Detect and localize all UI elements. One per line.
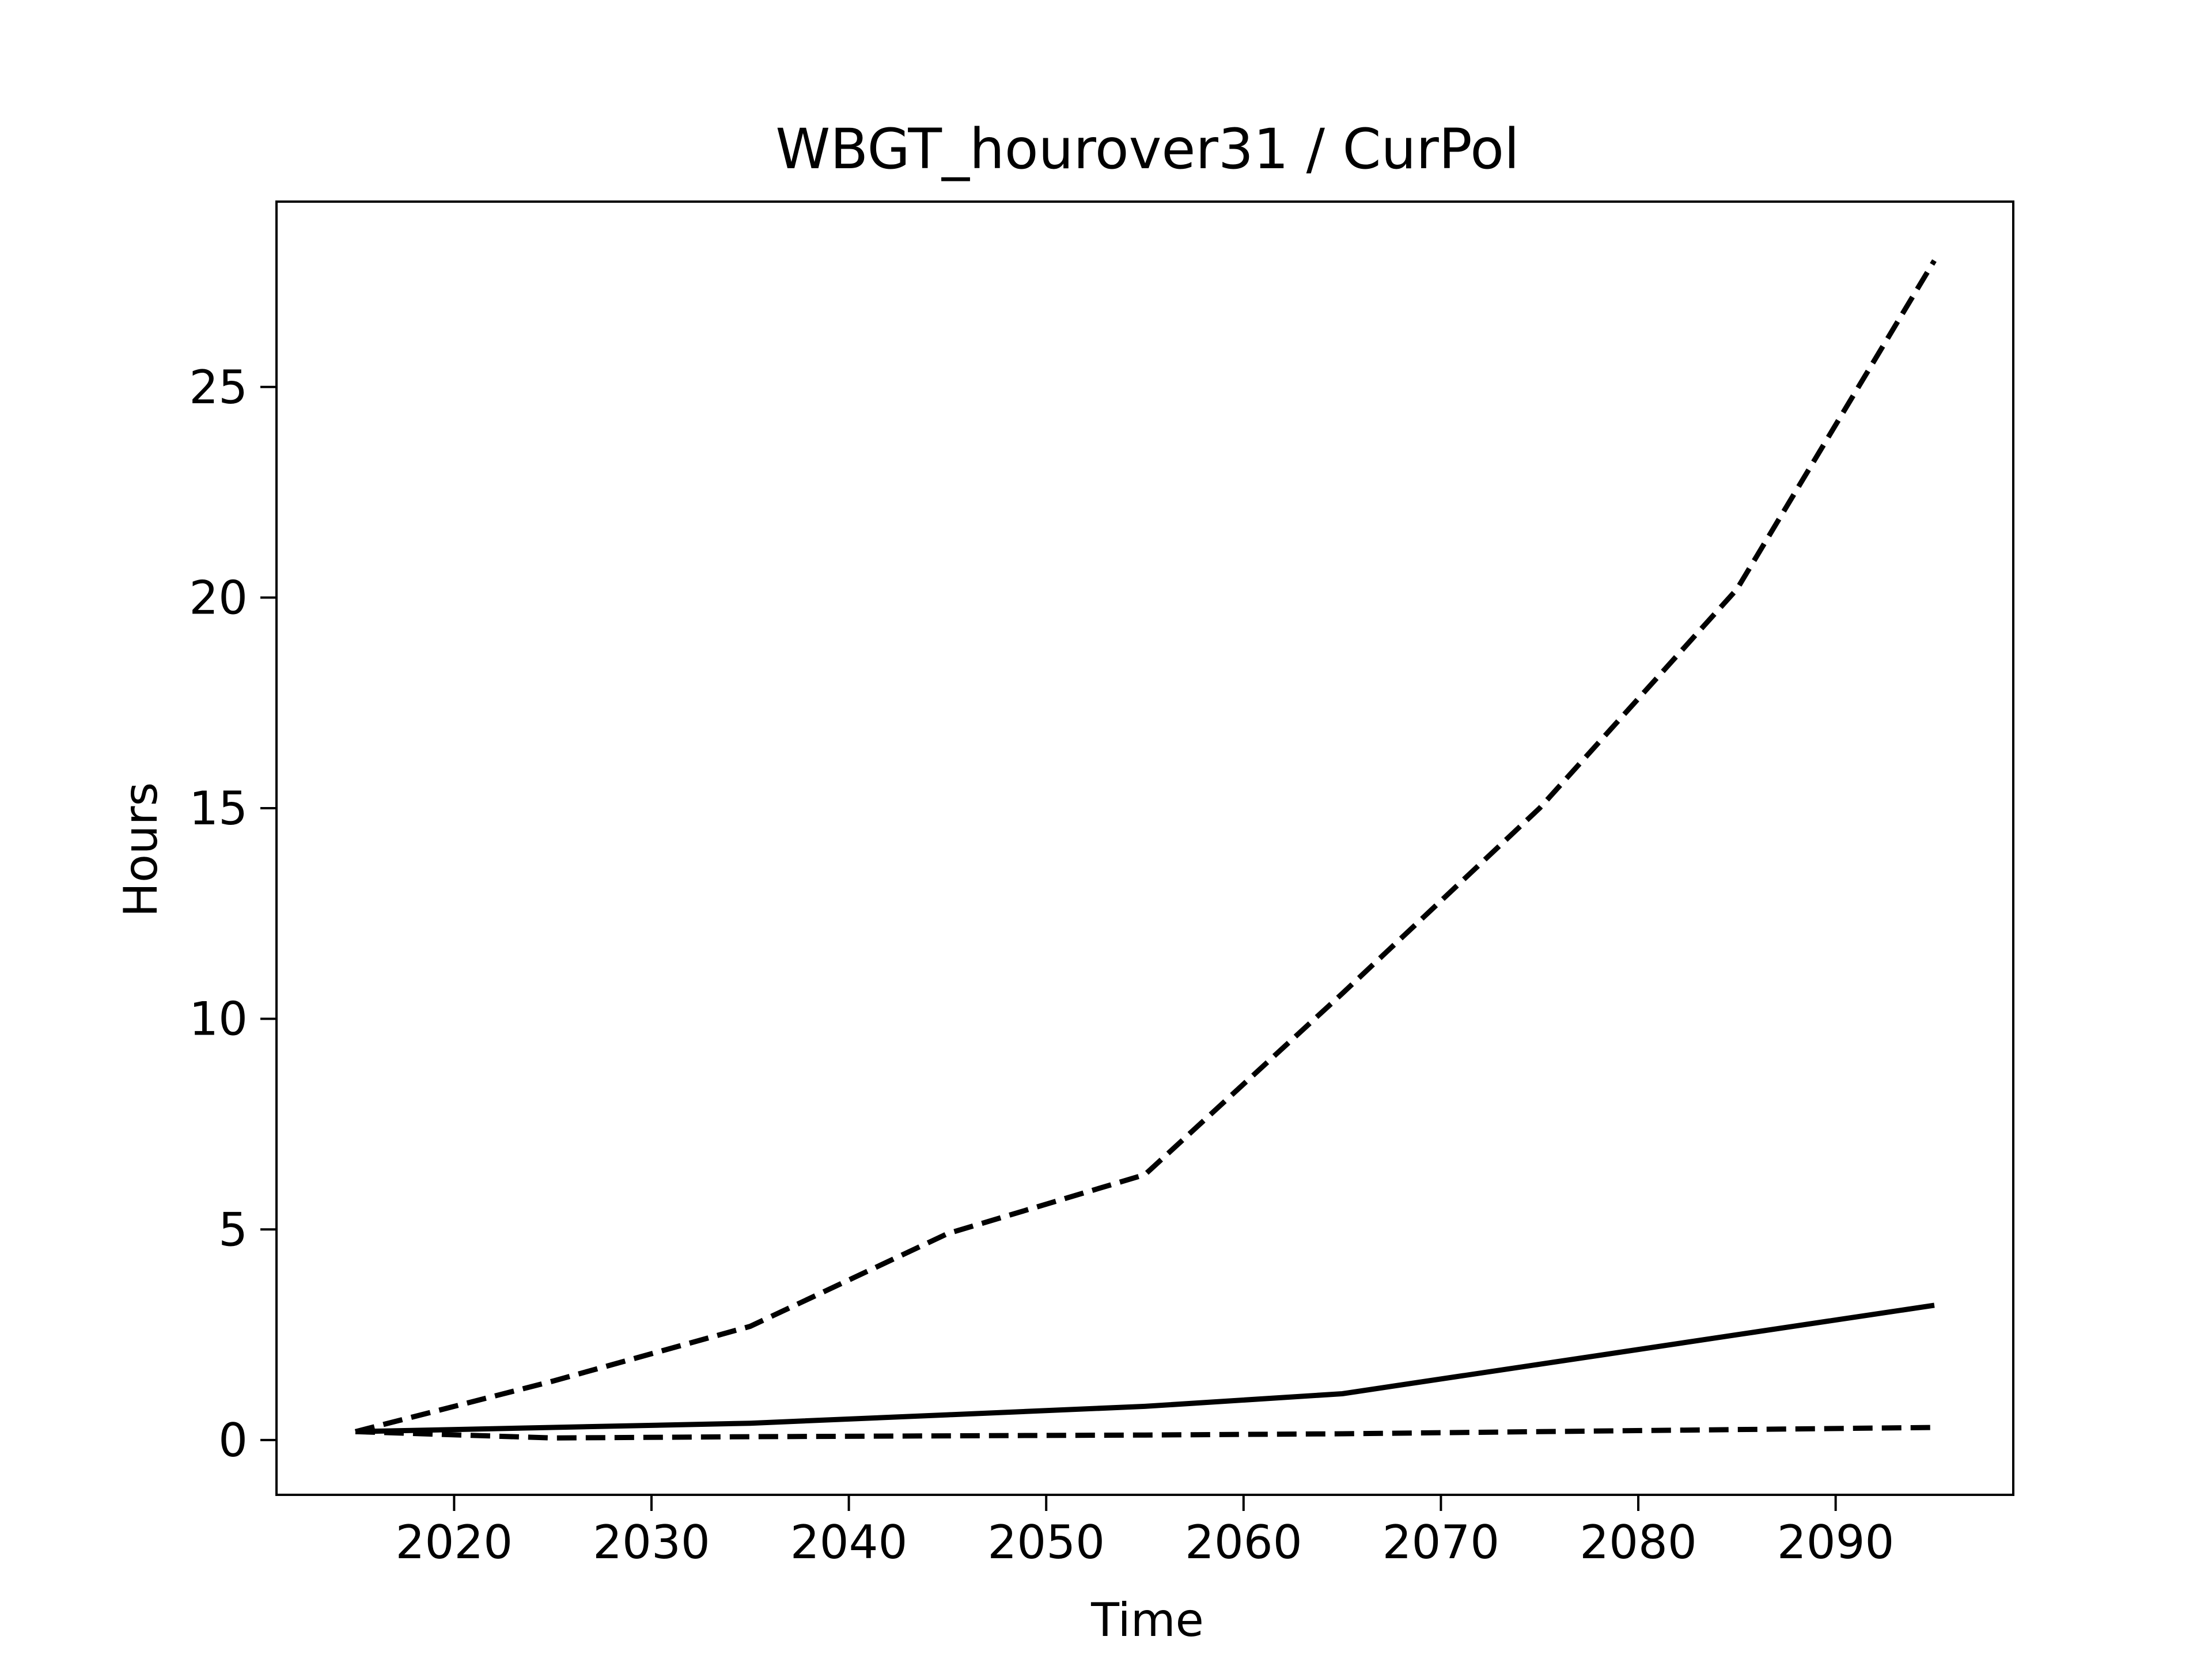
chart-title: WBGT_hourover31 / CurPol [775, 117, 1519, 181]
x-tick-label: 2070 [1382, 1516, 1500, 1569]
x-tick-label: 2060 [1185, 1516, 1302, 1569]
x-tick-label: 2040 [790, 1516, 908, 1569]
x-axis-label: Time [1090, 1593, 1204, 1647]
series-line-1 [354, 259, 1937, 1434]
y-tick-label: 15 [189, 782, 248, 835]
y-tick-label: 25 [189, 361, 248, 414]
y-axis-label: Hours [114, 782, 168, 917]
series-line-3 [355, 1425, 1935, 1441]
series-line-2 [355, 1302, 1935, 1434]
y-tick-label: 5 [218, 1203, 248, 1256]
x-tick-label: 2030 [593, 1516, 710, 1569]
y-tick-label: 0 [218, 1414, 248, 1467]
x-tick-label: 2080 [1580, 1516, 1697, 1569]
y-tick-label: 10 [189, 993, 248, 1046]
ticks-layer: 2020 2030 2040 2050 2060 2070 2080 2090 0 5 10 15 20… [189, 361, 1894, 1569]
x-tick-label: 2020 [396, 1516, 513, 1569]
x-tick-label: 2050 [987, 1516, 1105, 1569]
plot-frame [275, 200, 2014, 1496]
y-tick-label: 20 [189, 571, 248, 624]
x-tick-label: 2090 [1777, 1516, 1895, 1569]
series-layer [354, 259, 1937, 1441]
